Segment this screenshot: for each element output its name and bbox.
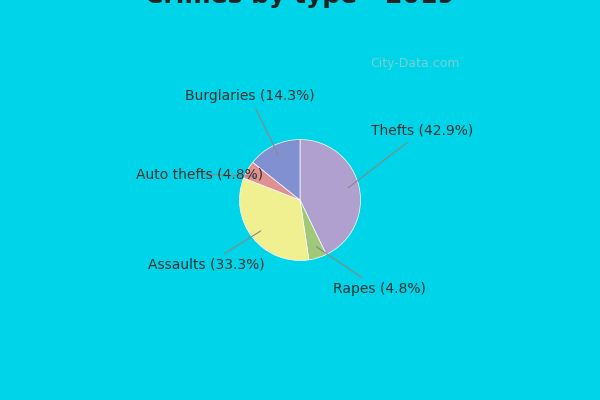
Text: Auto thefts (4.8%): Auto thefts (4.8%) <box>136 167 263 181</box>
Text: Thefts (42.9%): Thefts (42.9%) <box>348 124 473 188</box>
Text: Burglaries (14.3%): Burglaries (14.3%) <box>185 89 314 155</box>
Wedge shape <box>239 178 309 260</box>
Wedge shape <box>300 140 361 254</box>
Wedge shape <box>300 200 326 260</box>
Wedge shape <box>244 162 300 200</box>
Title: Crimes by type - 2019: Crimes by type - 2019 <box>145 0 455 8</box>
Text: Rapes (4.8%): Rapes (4.8%) <box>316 247 425 296</box>
Text: Assaults (33.3%): Assaults (33.3%) <box>148 231 265 272</box>
Wedge shape <box>253 140 300 200</box>
Text: City-Data.com: City-Data.com <box>370 57 460 70</box>
